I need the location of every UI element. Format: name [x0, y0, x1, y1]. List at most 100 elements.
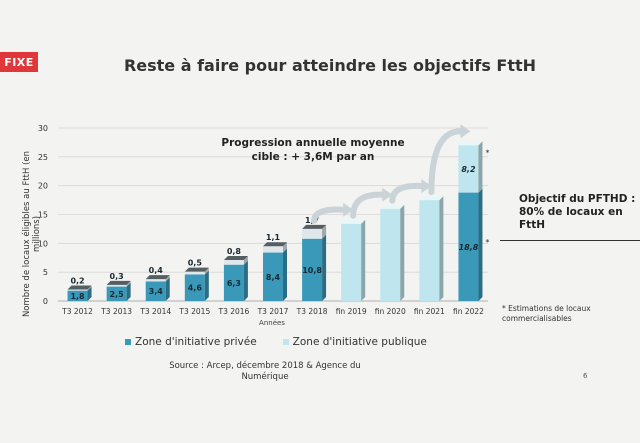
x-tick-label: T3 2017 — [257, 307, 289, 316]
projected-bar-side — [439, 196, 444, 301]
chart-title: Reste à faire pour atteindre les objecti… — [123, 56, 537, 75]
data-label-public: 0,2 — [70, 276, 84, 285]
y-tick-label: 10 — [38, 239, 48, 248]
bar-private-side — [204, 270, 209, 301]
x-tick-label: T3 2015 — [178, 307, 210, 316]
legend-swatch-private — [125, 339, 131, 345]
projected-bar-top — [341, 219, 366, 224]
x-tick-label: T3 2018 — [296, 307, 328, 316]
projected-bar-side — [400, 204, 405, 301]
legend: Zone d'initiative privée Zone d'initiati… — [125, 336, 427, 348]
bar-public-side — [322, 224, 327, 239]
projected-bar — [380, 208, 401, 301]
y-tick-label: 5 — [43, 268, 48, 277]
legend-item-public: Zone d'initiative publique — [282, 336, 427, 348]
progression-arrow — [311, 206, 349, 224]
progression-arrow — [428, 128, 466, 196]
data-label-public: 8,2 — [461, 165, 476, 174]
y-tick-label: 20 — [38, 182, 48, 191]
page-number: 6 — [583, 372, 588, 380]
bar-top — [67, 285, 92, 290]
bar-public — [263, 246, 283, 253]
bar-public — [184, 271, 205, 275]
projected-bar — [341, 223, 362, 301]
bar-private — [106, 286, 127, 301]
bar-public-side — [478, 141, 483, 193]
data-label-private: 8,4 — [266, 273, 281, 282]
objective-callout: Objectif du PFTHD : 80% de locaux en Ftt… — [519, 193, 636, 231]
bar-private — [302, 238, 323, 301]
bar-private — [184, 274, 205, 301]
progression-arrow-head — [460, 124, 471, 139]
x-tick-label: T3 2014 — [139, 307, 171, 316]
bar-public-side — [204, 267, 209, 275]
estimation-mark: * — [485, 238, 489, 247]
progression-arrow-head — [382, 187, 393, 202]
objective-divider — [500, 240, 640, 241]
legend-label-public: Zone d'initiative publique — [292, 336, 427, 348]
x-axis-label: Années — [259, 319, 285, 327]
y-tick-label: 15 — [38, 211, 48, 220]
bar-public-side — [283, 242, 287, 253]
data-label-public: 1,1 — [266, 233, 281, 242]
bar-private — [223, 264, 244, 301]
bar-public — [302, 228, 323, 239]
bar-top — [106, 280, 131, 285]
bar-top — [263, 242, 287, 247]
bar-private-side — [478, 188, 483, 301]
data-label-public: 0,8 — [227, 247, 242, 256]
data-label-private: 3,4 — [149, 287, 164, 296]
x-tick-label: T3 2012 — [61, 307, 93, 316]
y-tick-label: 0 — [43, 297, 48, 306]
bar-public — [223, 260, 244, 265]
bar-public-side — [126, 280, 131, 287]
projected-bar-top — [419, 196, 444, 201]
annotation-line-2: cible : + 3,6M par an — [252, 151, 375, 163]
bar-public-side — [243, 256, 248, 265]
data-label-private: 1,8 — [70, 292, 85, 301]
x-tick-label: fin 2021 — [414, 307, 445, 316]
progression-arrow-head — [421, 179, 432, 194]
bar-top — [184, 267, 209, 272]
bar-private-side — [165, 277, 170, 301]
bar-private — [458, 192, 479, 301]
data-label-private: 4,6 — [188, 284, 203, 293]
bar-private — [263, 252, 283, 301]
bar-top — [458, 141, 483, 146]
estimation-mark: * — [485, 148, 489, 157]
bar-private-side — [243, 260, 248, 301]
bar-top — [302, 224, 327, 229]
x-tick-label: fin 2020 — [375, 307, 406, 316]
bar-private — [67, 290, 88, 301]
bar-top — [145, 275, 170, 280]
data-label-private: 10,8 — [302, 266, 322, 275]
bar-public-side — [165, 275, 170, 282]
data-label-public: 0,3 — [110, 272, 124, 281]
projected-bar-top — [380, 204, 405, 209]
bar-private-side — [87, 286, 92, 301]
estimation-footnote: * Estimations de locaux commercialisable… — [502, 304, 591, 323]
x-tick-label: T3 2016 — [217, 307, 249, 316]
data-label-private: 2,5 — [110, 290, 125, 299]
data-label-private: 18,8 — [459, 243, 479, 252]
y-tick-label: 25 — [38, 153, 48, 162]
bar-top — [223, 256, 248, 261]
bar-private-side — [283, 248, 287, 301]
bar-public — [106, 284, 127, 287]
projected-bar-side — [361, 219, 366, 301]
section-tag: FIXE — [0, 52, 38, 72]
data-label-public: 0,5 — [188, 259, 203, 268]
progression-arrow — [389, 182, 427, 204]
source-note: Source : Arcep, décembre 2018 & Agence d… — [169, 361, 361, 382]
x-tick-label: fin 2022 — [453, 307, 484, 316]
legend-item-private: Zone d'initiative privée — [125, 336, 257, 348]
bar-public — [458, 145, 479, 193]
legend-swatch-public — [282, 339, 289, 345]
bar-public — [145, 279, 166, 282]
bar-public — [67, 289, 88, 291]
x-tick-label: fin 2019 — [336, 307, 367, 316]
data-label-private: 6,3 — [227, 279, 241, 288]
projected-bar — [419, 200, 440, 301]
legend-label-private: Zone d'initiative privée — [135, 336, 257, 348]
